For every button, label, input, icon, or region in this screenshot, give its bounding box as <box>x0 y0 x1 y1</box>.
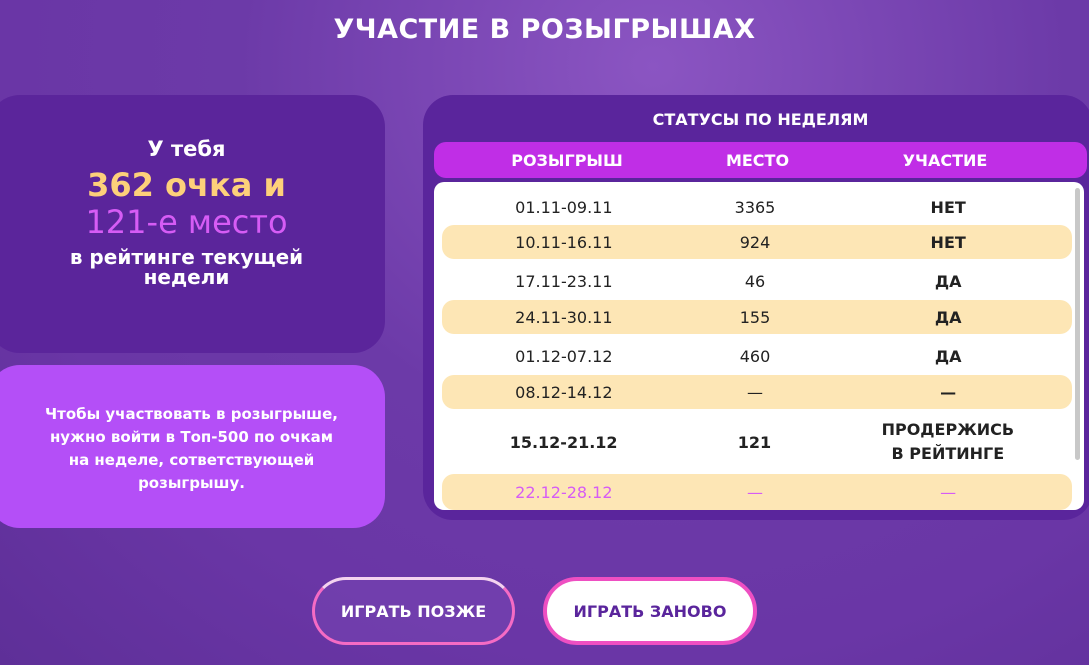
participation-status: ДА <box>934 271 962 291</box>
column-header-place: МЕСТО <box>725 150 790 170</box>
score-points: 362 очка и <box>87 166 286 204</box>
page-title: УЧАСТИЕ В РОЗЫГРЫШАХ <box>333 14 756 45</box>
table-row: 24.11-30.11 155 ДА <box>442 300 1072 334</box>
score-place: 121-е место <box>85 203 288 241</box>
table-header: РОЗЫГРЫШ МЕСТО УЧАСТИЕ <box>434 142 1087 178</box>
info-card: Чтобы участвовать в розыгрыше, нужно вой… <box>0 365 385 528</box>
participation-status: ДА <box>934 307 962 327</box>
participation-status: ДА <box>934 346 962 366</box>
participation-status: НЕТ <box>930 232 966 252</box>
place-value: — <box>747 482 763 502</box>
draw-dates: 15.12-21.12 <box>509 432 618 452</box>
table-row: 01.11-09.11 3365 НЕТ <box>442 189 1072 225</box>
play-later-button[interactable]: ИГРАТЬ ПОЗЖЕ <box>312 577 515 645</box>
table-row: 01.12-07.12 460 ДА <box>442 338 1072 374</box>
score-caption: в рейтинге текущей недели <box>69 245 304 289</box>
info-text: Чтобы участвовать в розыгрыше, нужно вой… <box>45 405 338 492</box>
place-value: 121 <box>737 432 772 452</box>
table-body[interactable]: 01.11-09.11 3365 НЕТ 10.11-16.11 924 НЕТ 17.11… <box>434 182 1084 510</box>
place-value: 460 <box>739 346 771 366</box>
column-header-participation: УЧАСТИЕ <box>902 150 988 170</box>
draw-dates: 10.11-16.11 <box>515 232 613 252</box>
weekly-status-panel: СТАТУСЫ ПО НЕДЕЛЯМ РОЗЫГРЫШ МЕСТО УЧАСТИ… <box>423 95 1089 520</box>
play-again-button[interactable]: ИГРАТЬ ЗАНОВО <box>543 577 757 645</box>
scrollbar[interactable] <box>1075 188 1080 460</box>
draw-dates: 08.12-14.12 <box>515 382 613 402</box>
place-value: 155 <box>739 307 771 327</box>
place-value: — <box>747 382 763 402</box>
draw-dates: 24.11-30.11 <box>515 307 613 327</box>
participation-status: НЕТ <box>930 197 966 217</box>
participation-status: — <box>940 382 957 402</box>
table-row: 15.12-21.12 121 ПРОДЕРЖИСЬ В РЕЙТИНГЕ <box>442 415 1072 469</box>
participation-status: ПРОДЕРЖИСЬ В РЕЙТИНГЕ <box>881 420 1015 463</box>
score-intro: У тебя <box>147 137 226 161</box>
table-row: 22.12-28.12 — — <box>442 474 1072 510</box>
table-row: 17.11-23.11 46 ДА <box>442 263 1072 299</box>
panel-title: СТАТУСЫ ПО НЕДЕЛЯМ <box>652 110 869 129</box>
column-header-draw: РОЗЫГРЫШ <box>511 150 623 170</box>
draw-dates: 01.12-07.12 <box>515 346 613 366</box>
draw-dates: 01.11-09.11 <box>515 197 613 217</box>
participation-status: — <box>940 482 957 502</box>
draw-dates: 17.11-23.11 <box>515 271 613 291</box>
draw-dates: 22.12-28.12 <box>515 482 613 502</box>
place-value: 924 <box>739 232 771 252</box>
table-row: 08.12-14.12 — — <box>442 375 1072 409</box>
score-card: У тебя 362 очка и 121-е место в рейтинге… <box>0 95 385 353</box>
table-row: 10.11-16.11 924 НЕТ <box>442 225 1072 259</box>
place-value: 3365 <box>734 197 776 217</box>
place-value: 46 <box>744 271 766 291</box>
